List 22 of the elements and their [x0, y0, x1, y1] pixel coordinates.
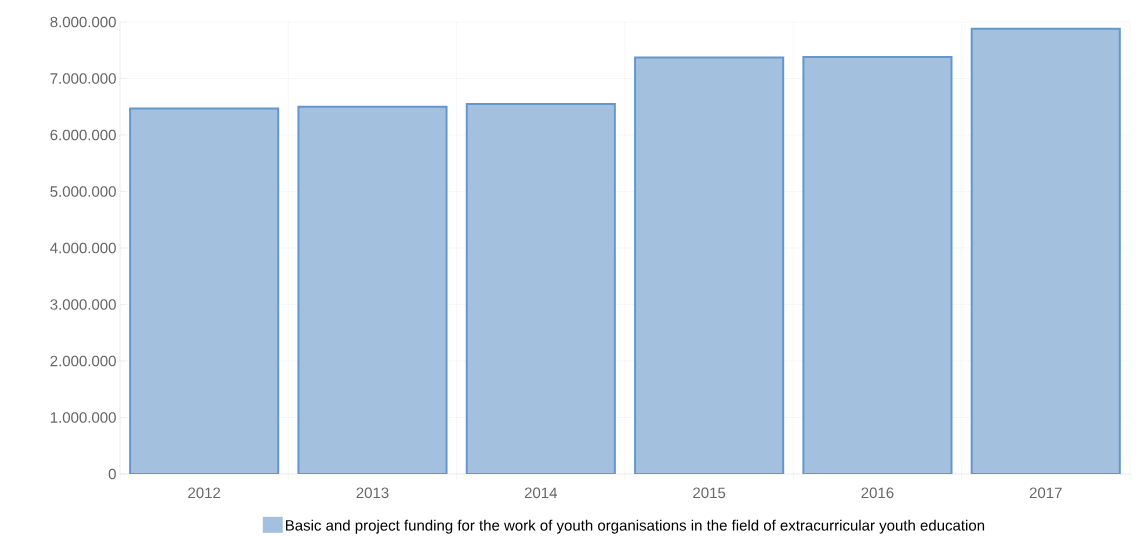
bar: [634, 56, 785, 474]
x-tick-label: 2012: [188, 487, 221, 499]
y-tick-label: 7.000.000: [50, 73, 116, 84]
x-tick-label: 2015: [693, 487, 726, 499]
y-tick-label: 8.000.000: [50, 16, 116, 28]
y-tick-label: 4.000.000: [50, 242, 116, 254]
bar: [297, 105, 448, 474]
y-tick-label: 1.000.000: [50, 412, 116, 423]
x-tick-label: 2017: [1029, 487, 1062, 499]
bar: [970, 27, 1121, 474]
x-tick-label: 2013: [356, 487, 389, 499]
x-tick-label: 2014: [524, 487, 558, 499]
legend-label: Basic and project funding for the work of youth organisations in the field of extracurricular youth education: [285, 519, 985, 534]
y-tick-label: 3.000.000: [50, 299, 116, 310]
y-tick-label: 2.000.000: [50, 355, 116, 367]
bar: [129, 107, 280, 474]
y-tick-label: 5.000.000: [50, 186, 116, 197]
x-tick-label: 2016: [861, 487, 894, 499]
y-tick-label: 0: [108, 468, 116, 480]
y-tick-label: 6.000.000: [50, 129, 116, 141]
bar: [465, 102, 616, 474]
bar: [802, 56, 953, 474]
